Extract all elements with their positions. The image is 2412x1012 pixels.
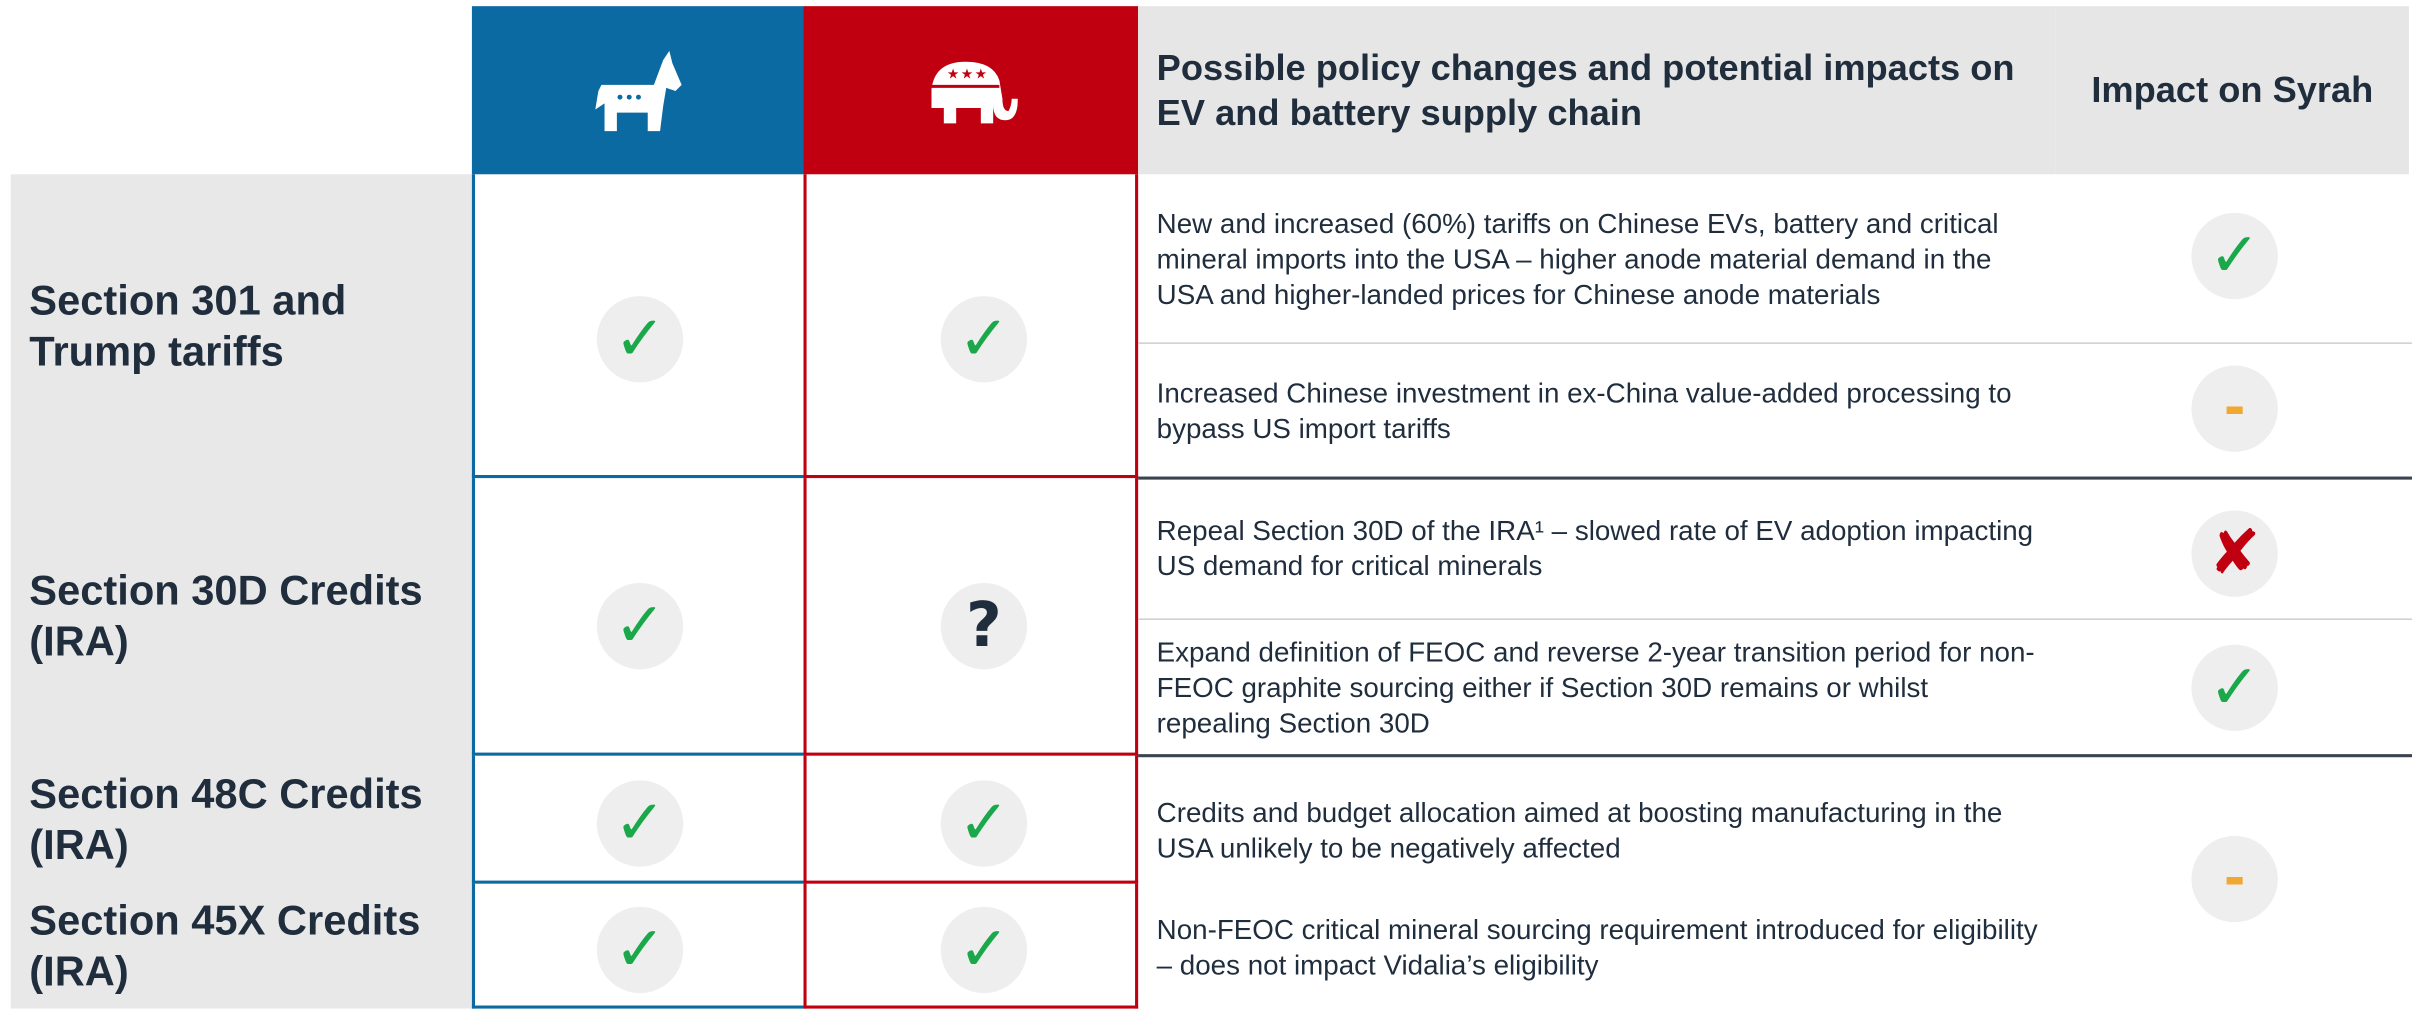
republican-cell: [803, 478, 1139, 756]
impact-text: Increased Chinese investment in ex-China…: [1156, 377, 2012, 444]
row-label: Section 30D Credits (IRA): [29, 567, 423, 665]
democrat-cell: [471, 174, 804, 479]
democrat-cell: [471, 755, 804, 884]
divider: [1138, 618, 2412, 620]
impact-text: Credits and budget allocation aimed at b…: [1156, 797, 2003, 864]
status-icon: ✓: [940, 906, 1028, 993]
status-icon: ✓: [596, 296, 684, 383]
divider: [1138, 754, 2412, 758]
status-icon: ✓: [2191, 644, 2278, 732]
status-icon: ✘: [2191, 510, 2278, 597]
impact-text: Non-FEOC critical mineral sourcing requi…: [1156, 914, 2038, 981]
status-icon: ✓: [596, 779, 684, 866]
republican-cell: [803, 755, 1139, 884]
republican-header: ★ ★ ★: [803, 6, 1139, 175]
status-icon: ✓: [596, 906, 684, 993]
elephant-icon: ★ ★ ★: [930, 60, 1018, 123]
label-column: [10, 174, 472, 1009]
row-label: Section 45X Credits (IRA): [29, 896, 421, 994]
row-label: Section 301 and Trump tariffs: [29, 276, 347, 374]
status-icon: ?: [940, 582, 1028, 670]
svg-text:★: ★: [946, 66, 958, 82]
impact-text: Expand definition of FEOC and reverse 2-…: [1156, 636, 2035, 738]
status-icon: ✓: [940, 779, 1028, 866]
svg-text:★: ★: [960, 66, 972, 82]
donkey-icon: [594, 50, 681, 131]
republican-cell: [803, 174, 1139, 479]
status-icon: ✓: [2191, 212, 2278, 300]
status-icon: ✓: [596, 582, 684, 670]
status-icon: -: [2191, 365, 2278, 452]
policy-header: Possible policy changes and potential im…: [1138, 6, 2056, 175]
impact-text: New and increased (60%) tariffs on Chine…: [1156, 207, 1999, 310]
democrat-cell: [471, 478, 804, 756]
status-icon: ✓: [940, 296, 1028, 383]
divider: [1138, 476, 2412, 480]
democrat-header: [471, 6, 804, 175]
impact-text: Repeal Section 30D of the IRA¹ – slowed …: [1156, 515, 2034, 582]
row-label: Section 48C Credits (IRA): [29, 770, 423, 868]
status-icon: -: [2191, 835, 2278, 923]
svg-text:★: ★: [974, 66, 986, 82]
impact-header: Impact on Syrah: [2055, 6, 2409, 175]
divider: [1138, 342, 2412, 344]
